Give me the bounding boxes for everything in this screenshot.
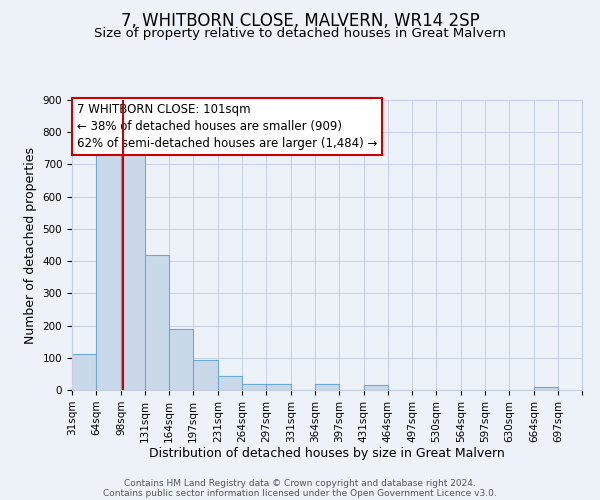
Bar — [242, 384, 266, 390]
Bar — [364, 385, 388, 390]
Bar — [266, 384, 291, 390]
Bar — [121, 148, 145, 390]
Bar — [96, 149, 121, 390]
Bar — [218, 376, 242, 390]
Text: 7 WHITBORN CLOSE: 101sqm
← 38% of detached houses are smaller (909)
62% of semi-: 7 WHITBORN CLOSE: 101sqm ← 38% of detach… — [77, 103, 377, 150]
X-axis label: Distribution of detached houses by size in Great Malvern: Distribution of detached houses by size … — [149, 448, 505, 460]
Text: Contains public sector information licensed under the Open Government Licence v3: Contains public sector information licen… — [103, 488, 497, 498]
Bar — [169, 330, 193, 390]
Bar — [193, 360, 218, 390]
Text: Contains HM Land Registry data © Crown copyright and database right 2024.: Contains HM Land Registry data © Crown c… — [124, 478, 476, 488]
Bar — [315, 384, 339, 390]
Bar — [72, 354, 96, 390]
Text: Size of property relative to detached houses in Great Malvern: Size of property relative to detached ho… — [94, 28, 506, 40]
Text: 7, WHITBORN CLOSE, MALVERN, WR14 2SP: 7, WHITBORN CLOSE, MALVERN, WR14 2SP — [121, 12, 479, 30]
Bar — [145, 254, 169, 390]
Bar — [534, 388, 558, 390]
Y-axis label: Number of detached properties: Number of detached properties — [24, 146, 37, 344]
